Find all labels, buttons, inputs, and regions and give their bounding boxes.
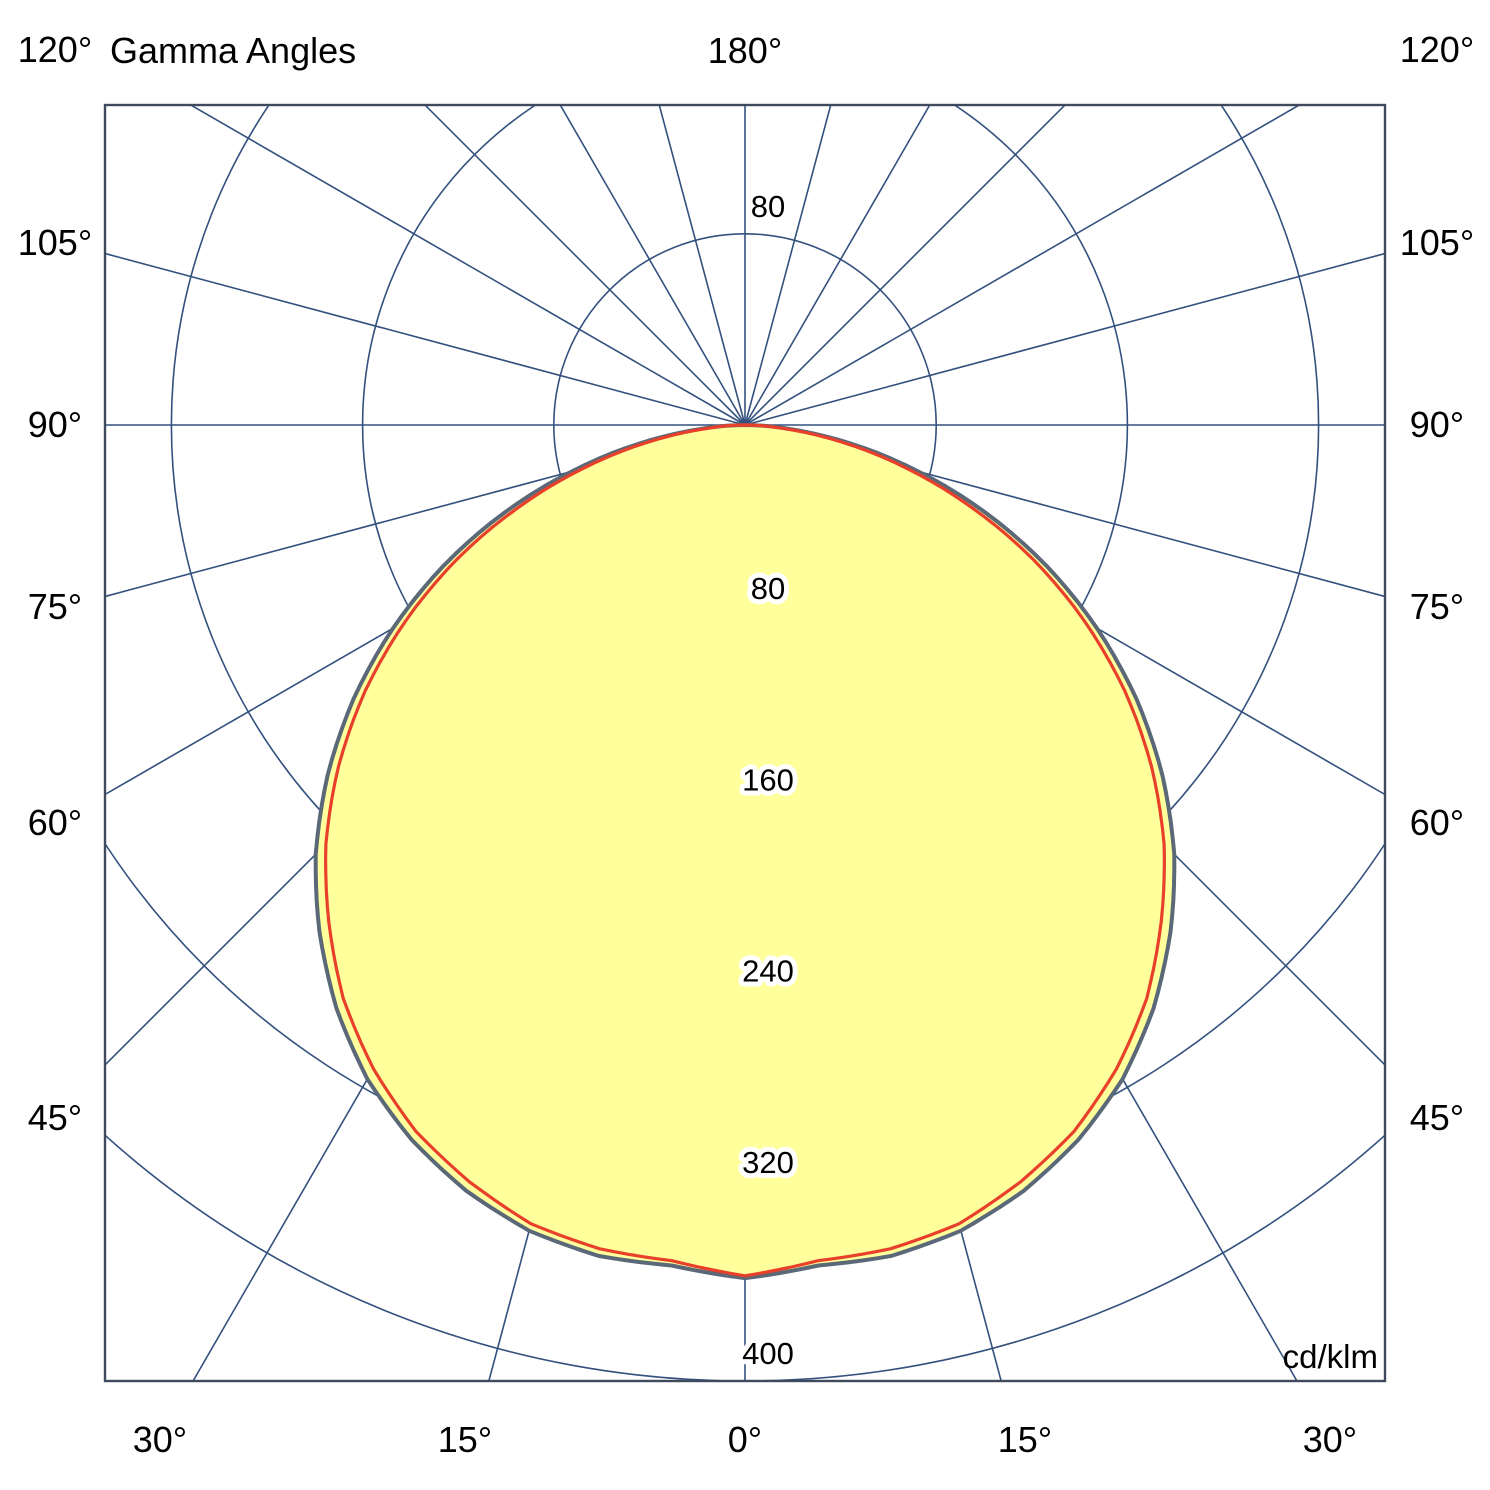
grid-ray (189, 105, 746, 426)
intensity-curve-c90-c270 (324, 423, 1166, 1278)
grid-ray (559, 105, 746, 426)
angle-label-right: 60° (1410, 802, 1464, 843)
plot-border (103, 103, 1387, 1383)
angle-label-left: 75° (28, 586, 82, 627)
chart-title: Gamma Angles (110, 30, 356, 71)
angle-label-right: 105° (1400, 222, 1474, 263)
angle-label-bottom: 15° (998, 1419, 1052, 1460)
angle-label-left: 120° (18, 29, 92, 70)
angle-label-bottom: 30° (133, 1419, 187, 1460)
grid-ray (744, 105, 1301, 426)
angle-label-bottom: 15° (438, 1419, 492, 1460)
grid-ray (744, 105, 832, 426)
angle-label-bottom: 30° (1303, 1419, 1357, 1460)
radial-tick-label: 400 (742, 1336, 794, 1371)
grid-ray (744, 105, 1067, 426)
grid-ray (658, 105, 746, 426)
grid-ray (744, 424, 1385, 598)
unit-label: cd/klm (1283, 1338, 1378, 1375)
top-angle-label: 180° (708, 30, 782, 71)
radial-tick-label: 240 (742, 954, 794, 989)
radial-tick-label: 320 (742, 1145, 794, 1180)
grid-ray (423, 105, 746, 426)
angle-label-right: 45° (1410, 1097, 1464, 1138)
angle-label-right: 90° (1410, 404, 1464, 445)
angle-label-bottom: 0° (728, 1419, 762, 1460)
angle-label-right: 75° (1410, 586, 1464, 627)
angle-label-left: 105° (18, 222, 92, 263)
angle-label-left: 45° (28, 1097, 82, 1138)
grid-ray (105, 252, 746, 426)
radial-tick-label-top: 80 (751, 189, 785, 224)
angle-label-right: 120° (1400, 29, 1474, 70)
angle-label-left: 90° (28, 404, 82, 445)
intensity-curve-c0-c180 (313, 423, 1177, 1281)
radial-tick-label: 80 (751, 571, 785, 606)
radial-tick-label: 160 (742, 762, 794, 797)
grid-ray (744, 252, 1385, 426)
grid-ray (744, 105, 931, 426)
grid-ray (105, 424, 746, 598)
angle-label-left: 60° (28, 802, 82, 843)
